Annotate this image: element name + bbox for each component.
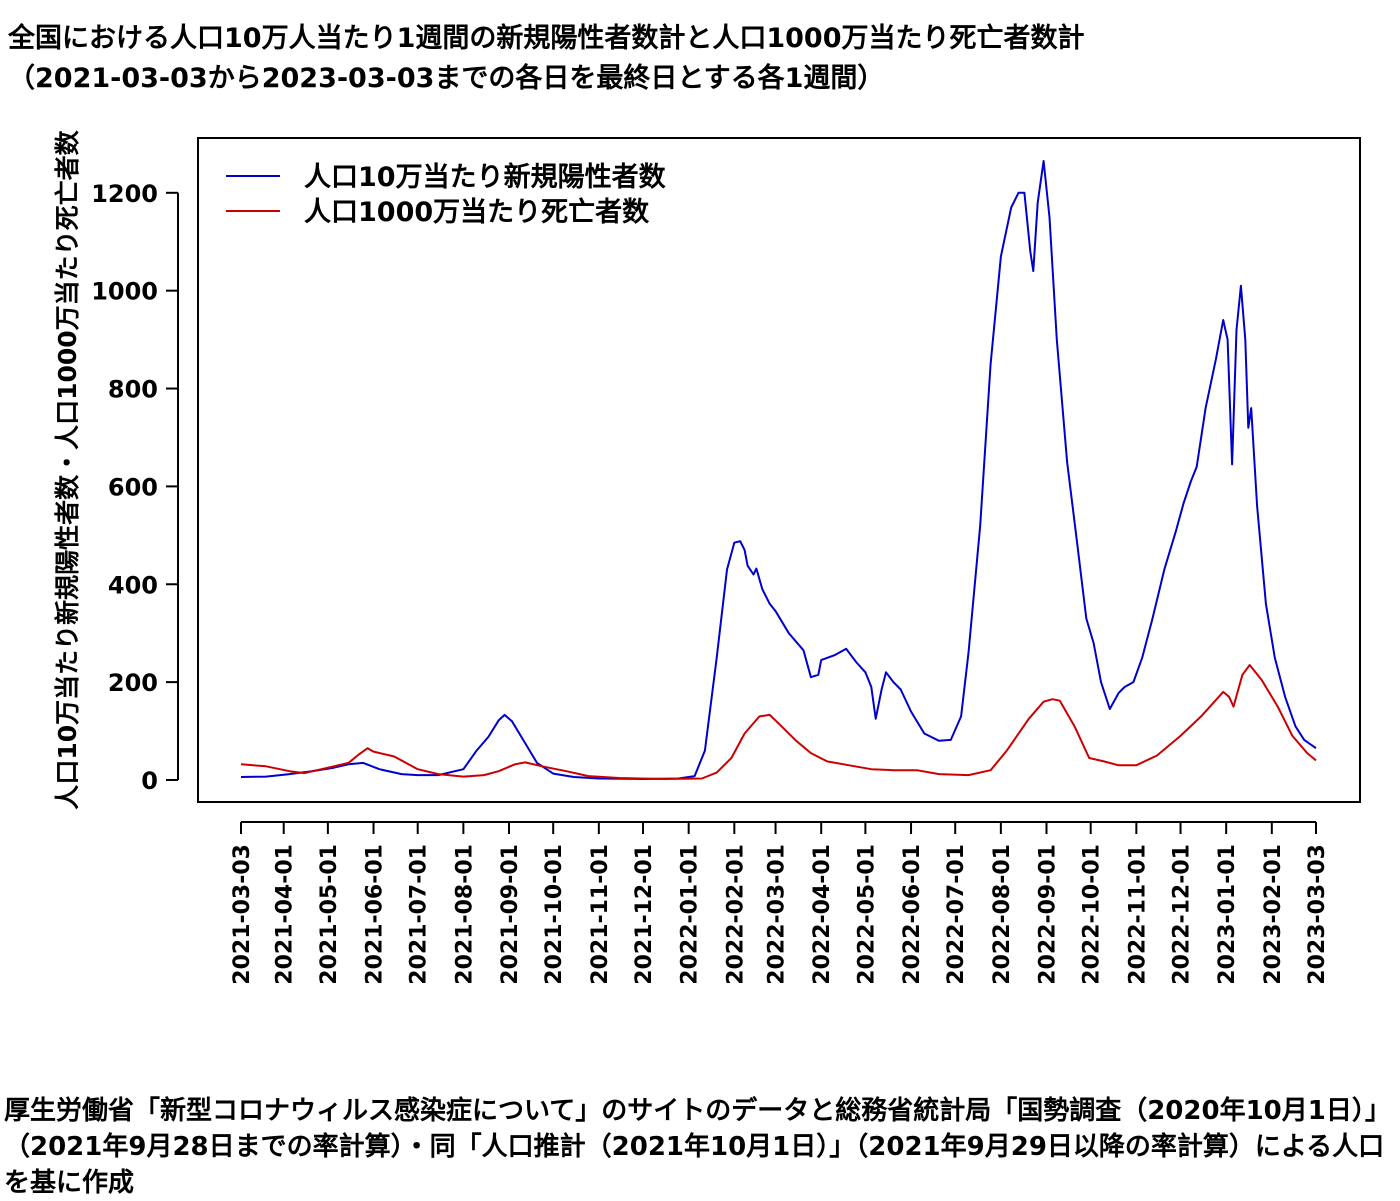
x-tick-label: 2022-04-01 bbox=[810, 844, 835, 985]
series-layer bbox=[240, 160, 1317, 780]
y-axis-label: 人口10万当たり新規陽性者数・人口1000万当たり死亡者数 bbox=[53, 129, 82, 809]
chart-subtitle: （2021-03-03から2023-03-03までの各日を最終日とする各1週間） bbox=[8, 63, 885, 94]
chart-title: 全国における人口10万人当たり1週間の新規陽性者数計と人口1000万当たり死亡者… bbox=[8, 23, 1085, 54]
x-tick-label: 2021-09-01 bbox=[498, 844, 523, 985]
x-tick-label: 2021-12-01 bbox=[632, 844, 657, 985]
legend-label-2: 人口1000万当たり死亡者数 bbox=[304, 197, 650, 228]
series-line-1 bbox=[240, 160, 1317, 780]
x-tick-label: 2022-12-01 bbox=[1170, 844, 1195, 985]
y-axis: 0 200 400 600 800 1000 1200 bbox=[91, 180, 179, 795]
y-tick-label: 1000 bbox=[91, 278, 158, 306]
x-tick-label: 2023-03-03 bbox=[1305, 844, 1330, 985]
y-tick-label: 400 bbox=[108, 571, 158, 599]
x-tick-label: 2022-11-01 bbox=[1125, 844, 1150, 985]
line-chart: 0 200 400 600 800 1000 1200 2021-03-03 2021-04-… bbox=[53, 129, 1361, 985]
x-tick-label: 2021-03-03 bbox=[230, 844, 255, 985]
x-tick-label: 2022-02-01 bbox=[723, 844, 748, 985]
x-tick-label: 2022-06-01 bbox=[900, 844, 925, 985]
x-tick-label: 2021-10-01 bbox=[542, 844, 567, 985]
y-tick-label: 1200 bbox=[91, 180, 158, 208]
x-tick-label: 2022-10-01 bbox=[1080, 844, 1105, 985]
x-tick-label: 2021-08-01 bbox=[452, 844, 477, 985]
y-tick-label: 600 bbox=[108, 473, 158, 501]
x-tick-label: 2021-11-01 bbox=[588, 844, 613, 985]
x-tick-label: 2022-05-01 bbox=[854, 844, 879, 985]
x-tick-label: 2023-02-01 bbox=[1261, 844, 1286, 985]
y-tick-label: 800 bbox=[108, 376, 158, 404]
x-tick-label: 2022-03-01 bbox=[765, 844, 790, 985]
x-tick-label: 2022-09-01 bbox=[1036, 844, 1061, 985]
x-axis: 2021-03-03 2021-04-01 2021-05-01 2021-06-01… bbox=[230, 821, 1330, 985]
x-tick-label: 2022-07-01 bbox=[944, 844, 969, 985]
series-line-2 bbox=[240, 664, 1317, 780]
y-tick-label: 0 bbox=[141, 767, 158, 795]
x-tick-label: 2021-04-01 bbox=[273, 844, 298, 985]
x-tick-label: 2021-06-01 bbox=[363, 844, 388, 985]
source-caption: 厚生労働省「新型コロナウィルス感染症について」のサイトのデータと総務省統計局「国… bbox=[4, 1096, 1391, 1198]
x-tick-label: 2021-05-01 bbox=[317, 844, 342, 985]
x-tick-label: 2023-01-01 bbox=[1215, 844, 1240, 985]
x-tick-label: 2022-01-01 bbox=[678, 844, 703, 985]
x-tick-label: 2021-07-01 bbox=[407, 844, 432, 985]
x-tick-label: 2022-08-01 bbox=[990, 844, 1015, 985]
legend-label-1: 人口10万当たり新規陽性者数 bbox=[304, 161, 667, 193]
plot-frame bbox=[197, 137, 1361, 803]
y-tick-label: 200 bbox=[108, 669, 158, 697]
